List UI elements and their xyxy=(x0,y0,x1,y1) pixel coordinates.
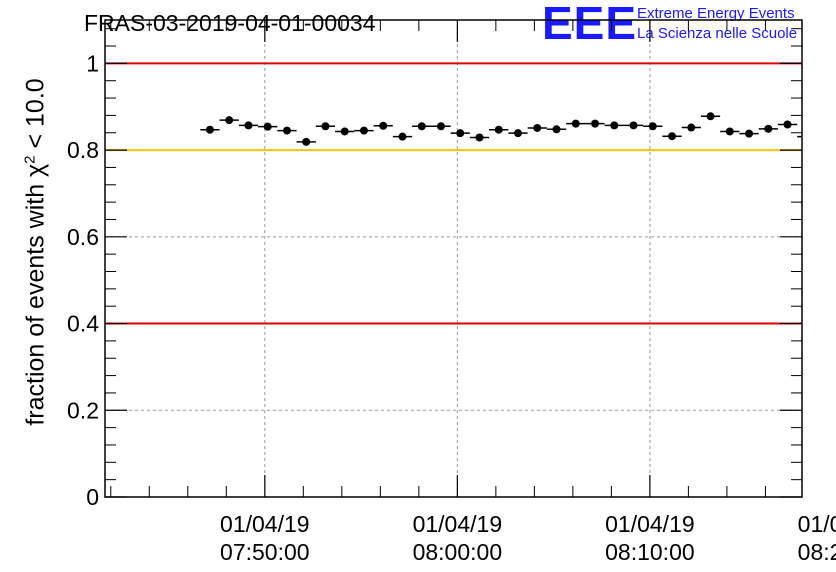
data-series xyxy=(200,112,830,146)
chart-title: FRAS-03-2019-04-01-00034 xyxy=(84,10,376,36)
data-point-28 xyxy=(745,129,754,138)
data-point-11 xyxy=(417,122,426,131)
y-tick-label-1: 0.2 xyxy=(67,397,99,423)
x-tick-time-2: 08:10:00 xyxy=(605,539,695,565)
x-tick-date-1: 01/04/19 xyxy=(413,511,503,537)
x-tick-time-3: 08:20:00 xyxy=(798,539,836,565)
data-point-1 xyxy=(225,116,234,125)
data-point-29 xyxy=(764,124,773,133)
logo-line-1: Extreme Energy Events xyxy=(637,5,795,22)
data-point-30 xyxy=(783,120,792,129)
data-point-18 xyxy=(552,125,561,134)
x-tick-date-0: 01/04/19 xyxy=(220,511,310,537)
data-point-21 xyxy=(610,121,619,130)
y-tick-label-4: 0.8 xyxy=(67,137,99,163)
data-point-10 xyxy=(398,132,407,141)
data-point-22 xyxy=(629,121,638,130)
data-point-3 xyxy=(263,122,272,131)
data-point-7 xyxy=(340,127,349,136)
data-point-5 xyxy=(302,137,311,146)
data-point-25 xyxy=(687,123,696,132)
y-tick-label-0: 0 xyxy=(86,484,99,510)
x-tick-time-0: 07:50:00 xyxy=(220,539,310,565)
data-point-17 xyxy=(533,123,542,132)
data-point-24 xyxy=(668,132,677,141)
x-tick-date-3: 01/04/19 xyxy=(798,511,836,537)
x-tick-date-2: 01/04/19 xyxy=(605,511,695,537)
data-point-19 xyxy=(571,119,580,128)
data-point-4 xyxy=(282,126,291,135)
data-point-2 xyxy=(244,121,253,130)
logo-mark: EEE xyxy=(542,0,638,49)
data-point-31 xyxy=(803,133,811,141)
data-point-12 xyxy=(436,122,445,131)
data-point-27 xyxy=(725,127,734,136)
plot-frame xyxy=(104,19,803,498)
y-tick-label-3: 0.6 xyxy=(67,224,99,250)
data-point-0 xyxy=(205,125,214,134)
data-point-14 xyxy=(475,133,484,142)
y-tick-label-5: 1 xyxy=(86,50,99,76)
data-point-20 xyxy=(591,119,600,128)
data-point-6 xyxy=(321,122,330,131)
y-tick-label-2: 0.4 xyxy=(67,311,99,337)
data-point-23 xyxy=(648,122,657,131)
data-point-32 xyxy=(822,124,830,132)
data-point-15 xyxy=(494,125,503,134)
logo-line-2: La Scienza nelle Scuole xyxy=(637,25,798,42)
data-point-8 xyxy=(359,126,368,135)
data-point-13 xyxy=(456,129,465,138)
x-tick-time-1: 08:00:00 xyxy=(413,539,503,565)
data-point-16 xyxy=(514,129,523,138)
data-point-9 xyxy=(379,121,388,130)
data-point-26 xyxy=(706,112,715,121)
